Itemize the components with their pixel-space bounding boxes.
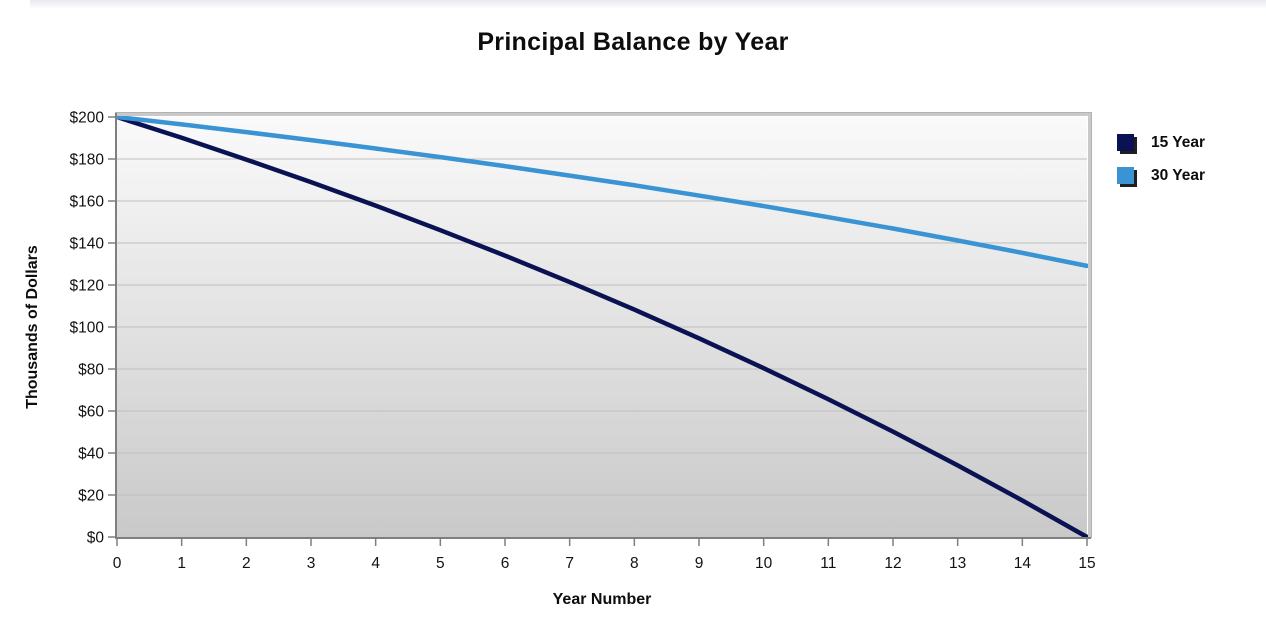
x-tick-label: 9 — [695, 555, 704, 572]
series-line-15-year — [114, 114, 1090, 540]
legend-item: 30 Year — [1117, 167, 1205, 184]
legend-swatch-30-year — [1117, 167, 1134, 184]
x-tick-label: 3 — [307, 555, 316, 572]
y-tick-label: $0 — [87, 530, 105, 547]
legend-label: 30 Year — [1151, 167, 1206, 184]
x-tick-label: 11 — [820, 555, 836, 572]
x-tick-label: 0 — [113, 555, 122, 572]
x-tick-label: 13 — [949, 555, 966, 572]
x-axis-title: Year Number — [552, 591, 652, 608]
x-tick-label: 7 — [565, 555, 574, 572]
y-axis-title: Thousands of Dollars — [24, 245, 41, 409]
x-tick-label: 2 — [242, 555, 251, 572]
x-tick-label: 15 — [1078, 555, 1095, 572]
top-edge-shadow — [30, 0, 1266, 9]
y-tick-label: $80 — [78, 362, 104, 379]
legend-swatch-15-year — [1117, 134, 1134, 151]
y-tick-label: $120 — [70, 278, 105, 295]
x-tick-label: 10 — [755, 555, 773, 572]
x-tick-label: 4 — [371, 555, 380, 572]
x-tick-label: 6 — [501, 555, 510, 572]
chart-title: Principal Balance by Year — [477, 28, 789, 56]
x-tick-label: 1 — [177, 555, 186, 572]
y-tick-label: $40 — [78, 446, 104, 463]
y-tick-label: $60 — [78, 404, 104, 421]
x-tick-label: 8 — [630, 555, 639, 572]
y-tick-label: $100 — [70, 320, 105, 337]
x-tick-label: 12 — [884, 555, 901, 572]
y-tick-label: $200 — [70, 110, 105, 127]
x-tick-label: 14 — [1014, 555, 1032, 572]
legend-item: 15 Year — [1117, 134, 1205, 151]
series-line-30-year — [114, 114, 1090, 269]
y-tick-label: $160 — [70, 194, 105, 211]
y-tick-label: $140 — [70, 236, 105, 253]
legend-label: 15 Year — [1151, 134, 1206, 151]
legend: 15 Year 30 Year — [1117, 134, 1205, 200]
y-tick-label: $180 — [70, 152, 105, 169]
x-tick-label: 5 — [436, 555, 445, 572]
y-tick-label: $20 — [78, 488, 104, 505]
